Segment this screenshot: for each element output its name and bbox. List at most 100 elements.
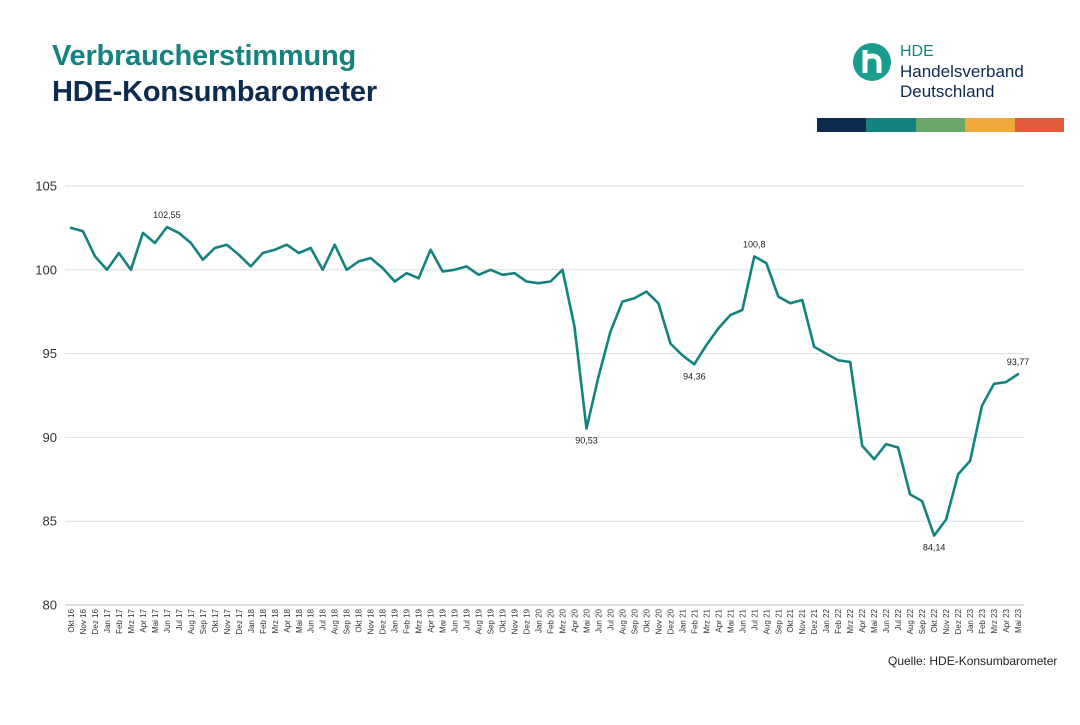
- x-tick-label: Dez 19: [523, 608, 532, 634]
- x-tick-label: Sep 18: [343, 608, 352, 634]
- x-tick-label: Mai 17: [151, 608, 160, 633]
- x-tick-label: Mrz 17: [127, 608, 136, 633]
- x-tick-label: Nov 18: [367, 608, 376, 634]
- brand-color-bar: [817, 118, 1065, 132]
- x-tick-label: Jan 17: [103, 608, 112, 633]
- x-tick-label: Nov 21: [798, 608, 807, 634]
- data-label: 100,8: [743, 239, 766, 249]
- x-tick-label: Dez 22: [954, 608, 963, 634]
- brand-color-segment: [866, 118, 916, 132]
- x-tick-label: Okt 22: [930, 608, 939, 632]
- x-tick-label: Sep 19: [487, 608, 496, 634]
- brand-color-segment: [915, 118, 966, 132]
- x-tick-label: Nov 22: [942, 608, 951, 634]
- x-tick-label: Jan 19: [391, 608, 400, 633]
- x-tick-label: Mai 23: [1014, 608, 1023, 633]
- x-tick-label: Sep 17: [199, 608, 208, 634]
- x-tick-label: Sep 21: [774, 608, 783, 634]
- x-tick-label: Sep 20: [630, 608, 639, 634]
- x-tick-label: Mrz 20: [558, 608, 567, 633]
- x-tick-label: Aug 20: [618, 608, 627, 634]
- x-tick-label: Jun 19: [451, 608, 460, 633]
- x-tick-label: Jan 22: [822, 608, 831, 633]
- logo-wordmark: HDE Handelsverband Deutschland: [900, 42, 1024, 102]
- data-label: 90,53: [575, 436, 598, 446]
- x-tick-label: Okt 20: [642, 608, 651, 632]
- x-tick-label: Dez 16: [91, 608, 100, 634]
- x-tick-label: Mrz 19: [415, 608, 424, 633]
- x-tick-label: Jul 21: [750, 608, 759, 630]
- x-tick-label: Mrz 21: [702, 608, 711, 633]
- x-tick-label: Feb 22: [834, 608, 843, 633]
- x-tick-label: Apr 20: [570, 608, 579, 632]
- page-subtitle: HDE-Konsumbarometer: [52, 76, 377, 108]
- y-axis-ticks: 80 85 90 95 100 105: [35, 179, 57, 613]
- x-tick-label: Dez 17: [235, 608, 244, 634]
- x-tick-label: Sep 22: [918, 608, 927, 634]
- x-tick-label: Mai 22: [870, 608, 879, 633]
- x-tick-label: Jul 22: [894, 608, 903, 630]
- chart-data-labels: 102,55 90,53 94,36 100,8 84,14 93,77: [153, 210, 1029, 553]
- x-axis-ticks: Okt 16 Nov 16 Dez 16 Jan 17 Feb 17 Mrz 17 Apr …: [67, 608, 1023, 634]
- y-tick-label: 85: [43, 514, 57, 529]
- x-tick-label: Feb 23: [978, 608, 987, 633]
- x-tick-label: Apr 17: [139, 608, 148, 632]
- x-tick-label: Jan 20: [535, 608, 544, 633]
- x-tick-label: Okt 19: [499, 608, 508, 632]
- x-tick-label: Okt 18: [355, 608, 364, 632]
- brand-color-segment: [817, 118, 867, 132]
- x-tick-label: Mai 20: [582, 608, 591, 633]
- x-tick-label: Mrz 23: [990, 608, 999, 633]
- x-tick-label: Dez 21: [810, 608, 819, 634]
- x-tick-label: Jun 21: [738, 608, 747, 633]
- x-tick-label: Jun 22: [882, 608, 891, 633]
- logo-name-line3: Deutschland: [900, 82, 995, 101]
- x-tick-label: Jan 23: [966, 608, 975, 633]
- hde-logo: HDE Handelsverband Deutschland: [852, 42, 1052, 108]
- x-tick-label: Mai 21: [726, 608, 735, 633]
- x-tick-label: Apr 21: [714, 608, 723, 632]
- x-tick-label: Aug 22: [906, 608, 915, 634]
- y-tick-label: 105: [35, 179, 57, 194]
- x-tick-label: Nov 19: [511, 608, 520, 634]
- x-tick-label: Feb 17: [115, 608, 124, 633]
- x-tick-label: Dez 18: [379, 608, 388, 634]
- y-tick-label: 95: [43, 346, 57, 361]
- x-tick-label: Aug 21: [762, 608, 771, 634]
- x-tick-label: Apr 18: [283, 608, 292, 632]
- x-tick-label: Mai 19: [439, 608, 448, 633]
- data-label: 93,77: [1007, 357, 1030, 367]
- x-tick-label: Mai 18: [295, 608, 304, 633]
- x-tick-label: Mrz 22: [846, 608, 855, 633]
- x-tick-label: Jun 17: [163, 608, 172, 633]
- data-label: 84,14: [923, 543, 946, 553]
- x-tick-label: Okt 16: [67, 608, 76, 632]
- x-tick-label: Feb 19: [403, 608, 412, 633]
- x-tick-label: Aug 19: [475, 608, 484, 634]
- y-tick-label: 80: [43, 598, 57, 613]
- x-tick-label: Jul 20: [606, 608, 615, 630]
- x-tick-label: Jun 18: [307, 608, 316, 633]
- y-tick-label: 100: [35, 262, 57, 277]
- hde-logo-mark-icon: [853, 43, 891, 81]
- x-tick-label: Okt 21: [786, 608, 795, 632]
- x-tick-label: Apr 22: [858, 608, 867, 632]
- y-tick-label: 90: [43, 430, 57, 445]
- x-tick-label: Nov 16: [79, 608, 88, 634]
- x-tick-label: Aug 17: [187, 608, 196, 634]
- data-label: 94,36: [683, 371, 706, 381]
- brand-color-segment: [1014, 118, 1065, 132]
- source-note: Quelle: HDE-Konsumbarometer: [888, 654, 1058, 668]
- chart-gridlines: [65, 185, 1024, 606]
- logo-name-line1: HDE: [900, 43, 934, 60]
- x-tick-label: Aug 18: [331, 608, 340, 634]
- x-tick-label: Jan 21: [678, 608, 687, 633]
- x-tick-label: Jul 17: [175, 608, 184, 630]
- x-tick-label: Feb 21: [690, 608, 699, 633]
- logo-name-line2: Handelsverband: [900, 62, 1024, 81]
- chart-series: [69, 225, 1020, 537]
- x-tick-label: Feb 18: [259, 608, 268, 633]
- series-line: [69, 225, 1020, 537]
- x-tick-label: Okt 17: [211, 608, 220, 632]
